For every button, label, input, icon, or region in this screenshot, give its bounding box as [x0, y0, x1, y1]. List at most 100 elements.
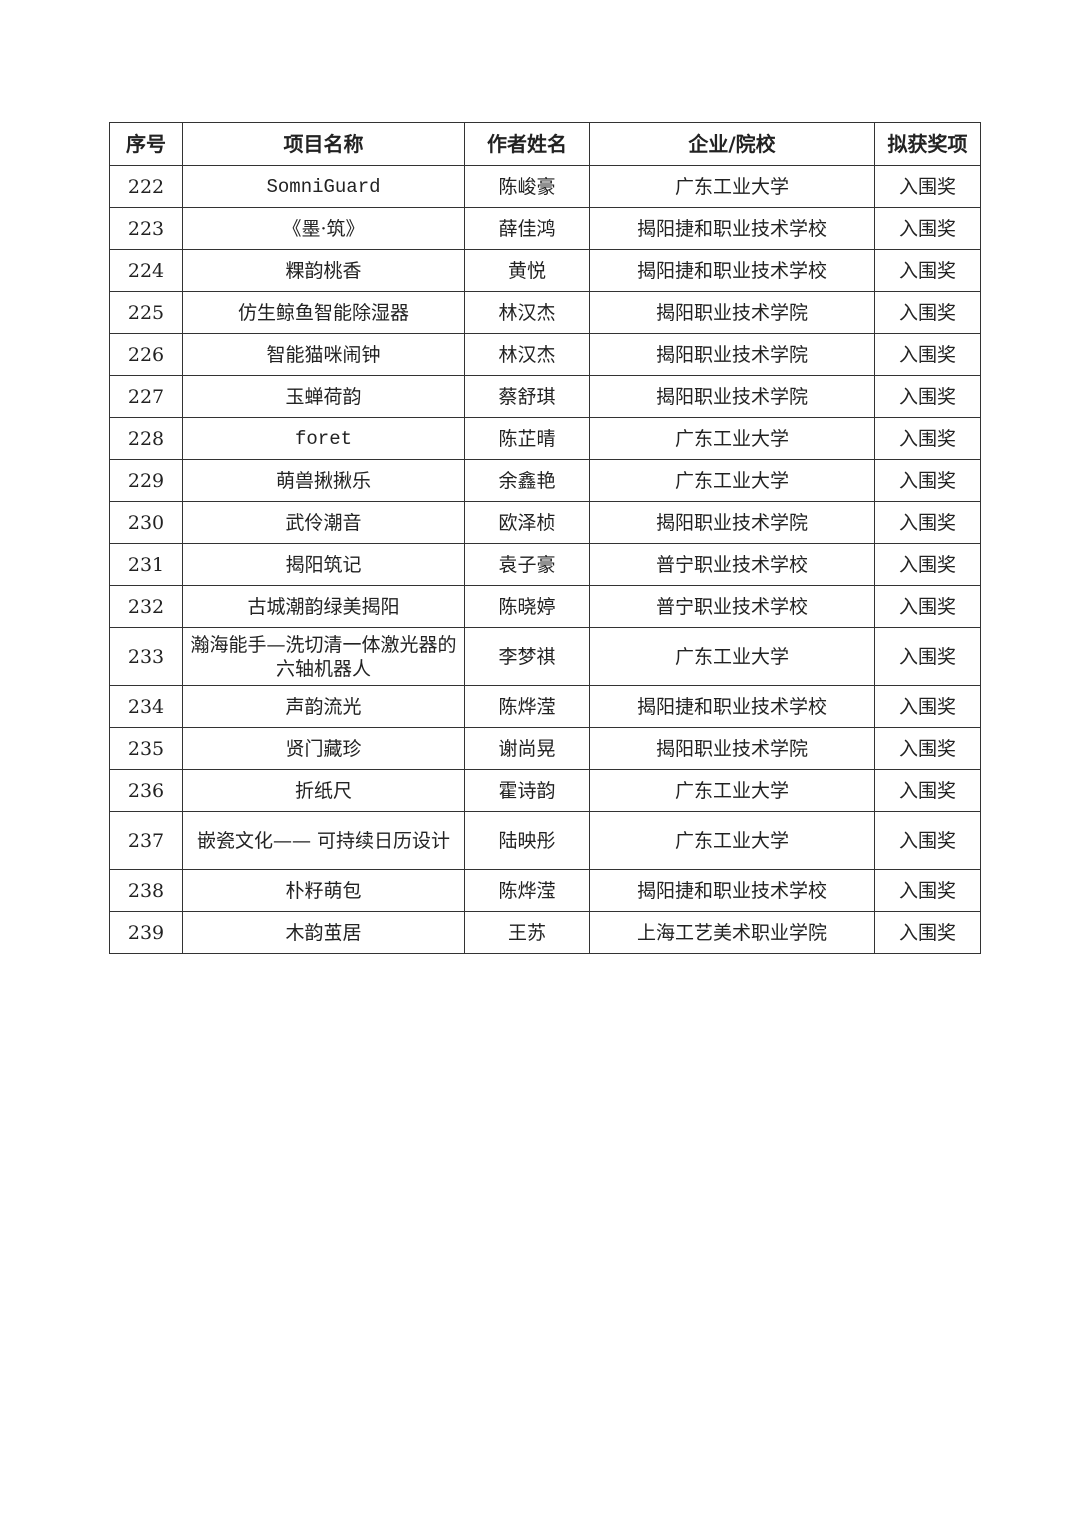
cell-project-name: 智能猫咪闹钟: [182, 333, 465, 376]
cell-award: 入围奖: [874, 811, 981, 870]
cell-author: 薛佳鸿: [464, 207, 590, 250]
table-header-row: 序号 项目名称 作者姓名 企业/院校 拟获奖项: [109, 122, 981, 166]
cell-award: 入围奖: [874, 249, 981, 292]
cell-index: 223: [109, 207, 183, 250]
cell-author: 王苏: [464, 911, 590, 954]
cell-index: 227: [109, 375, 183, 418]
table-row: 232 古城潮韵绿美揭阳 陈晓婷 普宁职业技术学校 入围奖: [109, 585, 981, 628]
table-row: 235 贤门藏珍 谢尚晃 揭阳职业技术学院 入围奖: [109, 727, 981, 770]
cell-index: 235: [109, 727, 183, 770]
cell-project-name: 武伶潮音: [182, 501, 465, 544]
table-row: 230 武伶潮音 欧泽桢 揭阳职业技术学院 入围奖: [109, 501, 981, 544]
cell-index: 226: [109, 333, 183, 376]
cell-award: 入围奖: [874, 417, 981, 460]
cell-project-name: 声韵流光: [182, 685, 465, 728]
cell-award: 入围奖: [874, 459, 981, 502]
cell-index: 230: [109, 501, 183, 544]
cell-index: 229: [109, 459, 183, 502]
table-row: 223 《墨·筑》 薛佳鸿 揭阳捷和职业技术学校 入围奖: [109, 207, 981, 250]
table-row: 237 嵌瓷文化—— 可持续日历设计 陆映彤 广东工业大学 入围奖: [109, 811, 981, 870]
cell-index: 222: [109, 165, 183, 208]
cell-author: 林汉杰: [464, 291, 590, 334]
cell-award: 入围奖: [874, 769, 981, 812]
cell-author: 欧泽桢: [464, 501, 590, 544]
cell-index: 236: [109, 769, 183, 812]
cell-author: 陈晓婷: [464, 585, 590, 628]
header-index: 序号: [109, 122, 183, 166]
header-institution: 企业/院校: [589, 122, 875, 166]
cell-index: 224: [109, 249, 183, 292]
cell-index: 234: [109, 685, 183, 728]
cell-institution: 揭阳职业技术学院: [589, 291, 875, 334]
header-author: 作者姓名: [464, 122, 590, 166]
table-row: 228 foret 陈芷晴 广东工业大学 入围奖: [109, 417, 981, 460]
cell-award: 入围奖: [874, 585, 981, 628]
cell-award: 入围奖: [874, 165, 981, 208]
header-award: 拟获奖项: [874, 122, 981, 166]
table-row: 236 折纸尺 霍诗韵 广东工业大学 入围奖: [109, 769, 981, 812]
cell-index: 239: [109, 911, 183, 954]
cell-project-name: 木韵茧居: [182, 911, 465, 954]
cell-institution: 广东工业大学: [589, 459, 875, 502]
cell-institution: 揭阳捷和职业技术学校: [589, 249, 875, 292]
table-row: 234 声韵流光 陈烨滢 揭阳捷和职业技术学校 入围奖: [109, 685, 981, 728]
cell-institution: 广东工业大学: [589, 769, 875, 812]
cell-institution: 广东工业大学: [589, 165, 875, 208]
cell-project-name: SomniGuard: [182, 165, 465, 208]
cell-author: 陈峻豪: [464, 165, 590, 208]
cell-author: 陈烨滢: [464, 685, 590, 728]
table-body: 222 SomniGuard 陈峻豪 广东工业大学 入围奖 223 《墨·筑》 薛佳鸿 揭阳捷和…: [109, 165, 981, 954]
cell-institution: 揭阳职业技术学院: [589, 727, 875, 770]
cell-institution: 广东工业大学: [589, 417, 875, 460]
table-row: 239 木韵茧居 王苏 上海工艺美术职业学院 入围奖: [109, 911, 981, 954]
cell-award: 入围奖: [874, 543, 981, 586]
table-row: 229 萌兽揪揪乐 余鑫艳 广东工业大学 入围奖: [109, 459, 981, 502]
cell-index: 225: [109, 291, 183, 334]
cell-institution: 广东工业大学: [589, 627, 875, 686]
cell-index: 231: [109, 543, 183, 586]
cell-project-name: 《墨·筑》: [182, 207, 465, 250]
cell-author: 陆映彤: [464, 811, 590, 870]
cell-award: 入围奖: [874, 501, 981, 544]
cell-institution: 普宁职业技术学校: [589, 585, 875, 628]
cell-award: 入围奖: [874, 727, 981, 770]
cell-institution: 揭阳捷和职业技术学校: [589, 685, 875, 728]
table-row: 224 粿韵桃香 黄悦 揭阳捷和职业技术学校 入围奖: [109, 249, 981, 292]
cell-project-name: 萌兽揪揪乐: [182, 459, 465, 502]
cell-project-name: 朴籽萌包: [182, 869, 465, 912]
cell-project-name: 粿韵桃香: [182, 249, 465, 292]
cell-author: 林汉杰: [464, 333, 590, 376]
cell-author: 余鑫艳: [464, 459, 590, 502]
header-project-name: 项目名称: [182, 122, 465, 166]
cell-author: 黄悦: [464, 249, 590, 292]
cell-award: 入围奖: [874, 375, 981, 418]
cell-institution: 广东工业大学: [589, 811, 875, 870]
cell-author: 袁子豪: [464, 543, 590, 586]
table-row: 238 朴籽萌包 陈烨滢 揭阳捷和职业技术学校 入围奖: [109, 869, 981, 912]
table-row: 231 揭阳筑记 袁子豪 普宁职业技术学校 入围奖: [109, 543, 981, 586]
cell-author: 霍诗韵: [464, 769, 590, 812]
cell-award: 入围奖: [874, 627, 981, 686]
cell-award: 入围奖: [874, 291, 981, 334]
cell-project-name: 贤门藏珍: [182, 727, 465, 770]
cell-project-name: 揭阳筑记: [182, 543, 465, 586]
cell-project-name: 古城潮韵绿美揭阳: [182, 585, 465, 628]
table-row: 225 仿生鲸鱼智能除湿器 林汉杰 揭阳职业技术学院 入围奖: [109, 291, 981, 334]
cell-institution: 揭阳职业技术学院: [589, 333, 875, 376]
cell-project-name: 嵌瓷文化—— 可持续日历设计: [182, 811, 465, 870]
cell-award: 入围奖: [874, 685, 981, 728]
cell-award: 入围奖: [874, 207, 981, 250]
cell-institution: 揭阳职业技术学院: [589, 375, 875, 418]
cell-index: 237: [109, 811, 183, 870]
cell-index: 233: [109, 627, 183, 686]
cell-project-name: 瀚海能手—洗切清一体激光器的六轴机器人: [182, 627, 465, 686]
table-row: 226 智能猫咪闹钟 林汉杰 揭阳职业技术学院 入围奖: [109, 333, 981, 376]
cell-author: 谢尚晃: [464, 727, 590, 770]
cell-index: 228: [109, 417, 183, 460]
cell-author: 李梦祺: [464, 627, 590, 686]
cell-institution: 揭阳捷和职业技术学校: [589, 207, 875, 250]
award-table: 序号 项目名称 作者姓名 企业/院校 拟获奖项 222 SomniGuard 陈峻豪…: [109, 122, 981, 954]
table-row: 233 瀚海能手—洗切清一体激光器的六轴机器人 李梦祺 广东工业大学 入围奖: [109, 627, 981, 686]
cell-institution: 普宁职业技术学校: [589, 543, 875, 586]
cell-institution: 上海工艺美术职业学院: [589, 911, 875, 954]
